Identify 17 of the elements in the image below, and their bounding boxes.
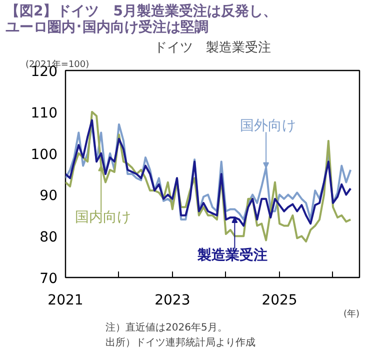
annotation: 国外向け xyxy=(240,118,296,134)
x-tick-label: 2025 xyxy=(262,292,298,308)
chart-title: 【図2】ドイツ 5月製造業受注は反発し、ユーロ圏内･国内向け受注は堅調 xyxy=(6,2,277,36)
y-tick-label: 80 xyxy=(40,230,58,246)
line-series xyxy=(66,110,352,242)
annotation: 製造業受注 xyxy=(196,246,268,264)
y-tick-label: 90 xyxy=(40,188,58,204)
text: 注）直近値は2026年5月。 xyxy=(106,322,228,334)
y-tick-label: 70 xyxy=(40,271,58,287)
x-tick-label: 2021 xyxy=(48,292,84,308)
y-tick-label: 110 xyxy=(30,105,58,122)
annotation: 国内向け xyxy=(75,210,132,226)
x-tick-label: 2023 xyxy=(154,292,190,308)
x-axis-title: (年) xyxy=(343,308,360,320)
y-tick-label: 100 xyxy=(30,146,58,163)
text: 出所）ドイツ連邦統計局より作成 xyxy=(106,336,256,348)
chart-subtitle: ドイツ 製造業受注 xyxy=(154,40,271,56)
